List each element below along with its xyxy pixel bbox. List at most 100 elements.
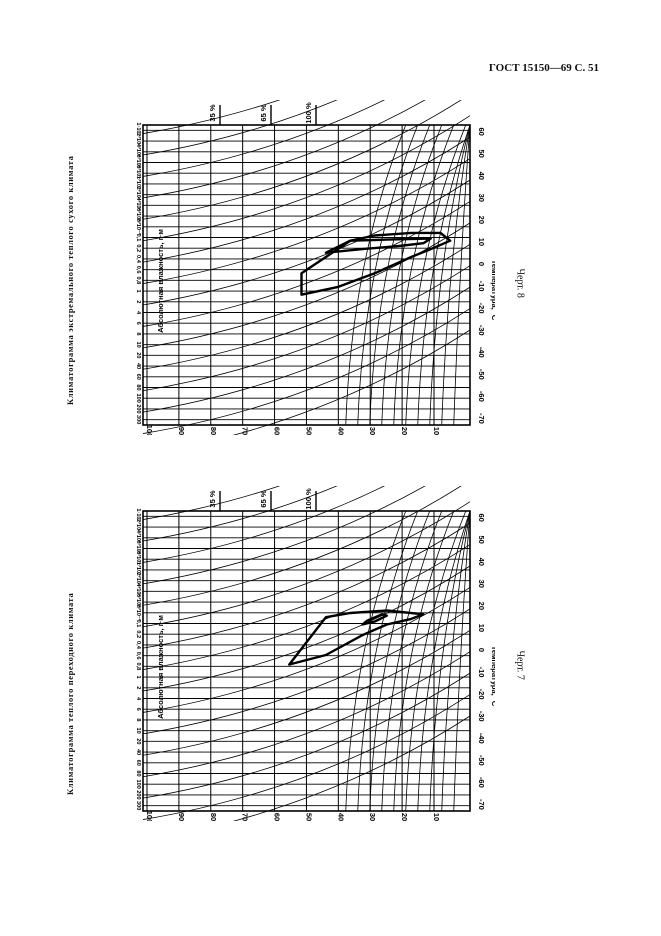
isotherm-curve (142, 286, 471, 413)
temperature-tick: 50 (477, 536, 486, 544)
rel-humidity-tick: 50 (304, 427, 313, 435)
abs-humidity-tick: 8 (135, 332, 141, 335)
abs-humidity-tick: 200 (135, 404, 141, 413)
abs-humidity-tick: 0,1 (135, 620, 141, 628)
temperature-tick: -40 (477, 733, 486, 744)
abs-humidity-tick: 10 (135, 728, 141, 734)
figure-8-title: Климатограмма экстремального теплого сух… (65, 155, 75, 406)
rel-humidity-tick: 90 (177, 427, 186, 435)
humidity-curve (381, 124, 443, 426)
curve-label: 65 % (259, 490, 268, 507)
chart-svg: 1·10⁻³2·10⁻³4·10⁻³6·10⁻³8·10⁻³1·10⁻²2·10… (135, 394, 499, 842)
abs-humidity-tick: 0,4 (135, 641, 141, 650)
temperature-tick: -60 (477, 777, 486, 788)
rel-humidity-tick: 30 (368, 813, 377, 821)
temperature-tick: -50 (477, 755, 486, 766)
rel-humidity-tick: 70 (241, 427, 250, 435)
chart-figure-8: 1·10⁻³ 2·10⁻³ 4·10⁻³ 6·10⁻³ 8·10⁻³ 1·10⁻² 2·10… (95, 8, 499, 456)
humidity-curve (441, 124, 471, 426)
rel-humidity-tick: 100 (145, 811, 154, 821)
rel-humidity-tick: 80 (209, 427, 218, 435)
isotherm-curve (142, 629, 471, 756)
abs-humidity-tick: 4·10⁻² (135, 583, 142, 599)
temperature-tick: -10 (477, 281, 486, 292)
isotherm-curve (142, 158, 471, 284)
abs-humidity-tick: 2·10⁻³ (135, 133, 142, 149)
abs-humidity-tick: 2·10⁻³ (135, 519, 142, 535)
isotherm-curve (142, 115, 471, 242)
humidity-curve (369, 510, 431, 812)
abs-humidity-tick: 300 (135, 415, 141, 424)
rel-humidity-tick: 30 (368, 427, 377, 435)
abs-humidity-tick: 40 (135, 749, 141, 755)
abs-humidity-tick: 0,6 (135, 266, 141, 274)
humidity-curve (405, 124, 467, 426)
temperature-tick: 60 (477, 127, 486, 135)
abs-humidity-tick: 1·10⁻² (135, 176, 142, 192)
temperature-tick: 40 (477, 172, 486, 180)
abs-humidity-tick: 100 (135, 780, 141, 789)
humidity-curve (357, 124, 419, 426)
temperature-tick: 0 (477, 262, 486, 266)
rel-humidity-tick: 40 (336, 813, 345, 821)
abs-humidity-tick: 20 (135, 352, 141, 358)
abs-humidity-tick: 8·10⁻² (135, 219, 142, 235)
humidity-curve (441, 510, 471, 812)
climatogram-loop-outer (300, 231, 452, 296)
humidity-curve (405, 510, 467, 812)
abs-humidity-tick: 8 (135, 718, 141, 721)
rel-humidity-tick: 20 (400, 813, 409, 821)
humidity-curve (381, 510, 443, 812)
abs-humidity-tick: 20 (135, 738, 141, 744)
abs-humidity-tick: 6·10⁻² (135, 594, 142, 610)
abs-humidity-tick: 0,8 (135, 276, 141, 284)
isotherm-curve (142, 672, 471, 799)
abs-humidity-tick: 8·10⁻³ (135, 551, 142, 567)
isotherm-curve (142, 243, 471, 370)
isotherm-curve (142, 587, 471, 713)
isotherm-curve (142, 544, 471, 670)
curve-label: 100 % (304, 102, 313, 124)
abs-humidity-tick: 6·10⁻² (135, 208, 142, 224)
humidity-curve (417, 510, 471, 812)
rel-humidity-tick: 90 (177, 813, 186, 821)
humidity-curve (393, 124, 455, 426)
temperature-tick: -40 (477, 347, 486, 358)
abs-humidity-tick: 0,1 (135, 234, 141, 242)
temperature-tick: -70 (477, 799, 486, 810)
rel-humidity-tick: 60 (273, 813, 282, 821)
page-header: ГОСТ 15150—69 С. 51 (488, 62, 599, 74)
chart-figure-7: 1·10⁻³ 2·10⁻³ 4·10⁻³ 6·10⁻³ 8·10⁻³ 1·10⁻² 2·10… (95, 394, 499, 842)
temperature-tick: 50 (477, 150, 486, 158)
temperature-tick: -70 (477, 413, 486, 424)
temperature-tick: 10 (477, 238, 486, 246)
temperature-tick: -20 (477, 303, 486, 314)
isotherm-curve (142, 265, 471, 392)
isotherm-curve (142, 222, 471, 349)
abs-humidity-tick: 8·10⁻² (135, 605, 142, 621)
temperature-tick: 10 (477, 624, 486, 632)
abs-humidity-tick: 1 (135, 676, 141, 679)
isotherm-curve (142, 694, 471, 820)
abs-humidity-tick: 100 (135, 394, 141, 403)
abs-humidity-tick: 80 (135, 384, 141, 390)
abs-humidity-tick: 200 (135, 790, 141, 799)
temperature-tick: 30 (477, 194, 486, 202)
abs-humidity-axis-label: Абсолютная влажность, г·м (156, 615, 165, 719)
isotherm-curve (142, 479, 471, 606)
isotherm-curve (142, 179, 471, 306)
temperature-tick: 60 (477, 513, 486, 521)
chart-svg: 1·10⁻³2·10⁻³4·10⁻³6·10⁻³8·10⁻³1·10⁻²2·10… (135, 8, 499, 456)
abs-humidity-tick: 4 (135, 697, 141, 701)
abs-humidity-tick: 40 (135, 363, 141, 369)
rel-humidity-tick: 10 (432, 813, 441, 821)
rel-humidity-tick: 70 (241, 813, 250, 821)
temperature-tick: -30 (477, 711, 486, 722)
abs-humidity-tick: 80 (135, 770, 141, 776)
abs-humidity-tick: 2 (135, 300, 141, 303)
abs-humidity-tick: 6·10⁻³ (135, 540, 142, 556)
humidity-curve (429, 510, 471, 812)
curve-label: 35 % (208, 104, 217, 121)
temperature-axis-label: Температура, °С (490, 646, 495, 707)
temperature-tick: 0 (477, 648, 486, 652)
